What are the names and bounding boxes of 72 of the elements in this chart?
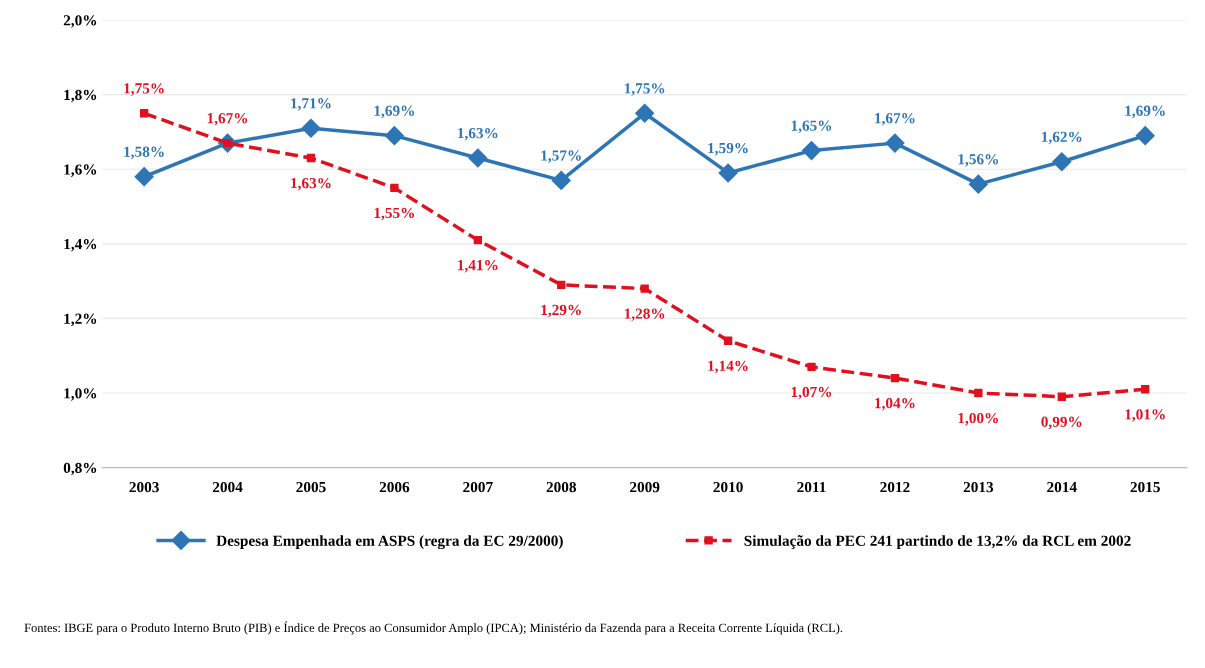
data-label: 1,28%: [624, 308, 665, 321]
data-label: 1,41%: [458, 259, 498, 273]
point: [718, 163, 738, 183]
data-label: 1,75%: [124, 83, 164, 96]
point: [640, 284, 649, 293]
data-label: 1,29%: [541, 304, 581, 318]
y-tick-label: 1,2%: [64, 313, 97, 327]
point: [473, 235, 482, 245]
data-label: 1,04%: [875, 397, 915, 411]
x-tick-label: 2004: [212, 481, 243, 493]
point: [1141, 385, 1150, 394]
data-label: 1,67%: [207, 113, 248, 126]
data-label: 1,55%: [374, 207, 414, 221]
y-tick-label: 0,8%: [63, 462, 97, 476]
point: [723, 336, 733, 345]
x-tick-label: 2009: [630, 481, 660, 493]
y-tick-label: 1,4%: [64, 238, 97, 252]
data-label: 1,62%: [1042, 131, 1082, 145]
point: [885, 133, 905, 153]
x-tick-label: 2014: [1047, 481, 1077, 493]
point: [557, 280, 566, 290]
point: [890, 373, 900, 383]
data-label: 1,07%: [791, 386, 832, 400]
data-label: 1,67%: [875, 113, 915, 126]
x-tick-label: 2005: [296, 481, 326, 493]
data-label: 1,59%: [708, 142, 748, 156]
data-label: 1,71%: [291, 98, 331, 111]
x-tick-label: 2012: [880, 481, 910, 493]
point: [801, 141, 822, 161]
point: [635, 103, 655, 123]
data-label: 1,63%: [291, 177, 331, 191]
point: [306, 153, 316, 163]
data-label: 1,01%: [1125, 409, 1165, 422]
point: [134, 167, 154, 187]
point: [139, 109, 149, 118]
data-label: 1,58%: [124, 146, 164, 160]
text: Fontes: IBGE para o Produto Interno Bruto (PIB) e Índice de Preços ao Consumidor Amplo (IPCA); Ministério da Fazenda para a Receita Corrente Líquida (RCL).: [24, 621, 843, 635]
point: [807, 362, 816, 372]
data-label: 1,63%: [458, 127, 498, 141]
point: [1057, 392, 1066, 401]
legend-label: Despesa Empenhada em ASPS (regra da EC 29/2000): [216, 535, 563, 550]
data-label: 0,99%: [1041, 416, 1082, 430]
y-tick-label: 2,0%: [63, 15, 97, 28]
x-tick-label: 2013: [963, 481, 994, 493]
y-tick-label: 1,8%: [64, 89, 97, 103]
data-label: 1,00%: [958, 412, 998, 426]
x-tick-label: 2011: [797, 481, 826, 493]
x-tick-label: 2015: [1130, 481, 1160, 493]
point: [384, 126, 404, 146]
point: [968, 174, 988, 194]
point: [974, 388, 983, 398]
point: [1135, 126, 1155, 146]
data-label: 1,69%: [374, 105, 414, 119]
x-tick-label: 2008: [546, 481, 577, 493]
legend-label: Simulação da PEC 241 partindo de 13,2% da RCL em 2002: [744, 535, 1131, 550]
data-label: 1,57%: [541, 150, 581, 163]
y-tick-label: 1,6%: [64, 164, 97, 177]
x-tick-label: 2006: [379, 481, 410, 493]
point: [468, 148, 488, 168]
x-tick-label: 2010: [713, 481, 743, 493]
data-label: 1,69%: [1125, 105, 1165, 119]
point: [1052, 152, 1072, 172]
point: [390, 183, 399, 193]
x-tick-label: 2007: [463, 481, 493, 493]
data-label: 1,65%: [791, 120, 832, 134]
y-tick-label: 1,0%: [64, 388, 97, 401]
data-label: 1,14%: [708, 360, 748, 374]
data-label: 1,56%: [958, 154, 998, 167]
x-tick-label: 2003: [129, 481, 159, 493]
point: [301, 118, 321, 138]
point: [551, 170, 571, 190]
data-label: 1,75%: [624, 83, 665, 96]
